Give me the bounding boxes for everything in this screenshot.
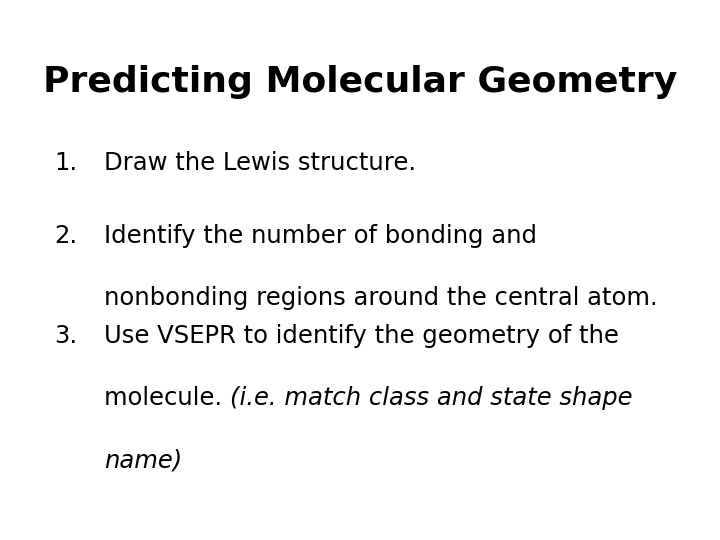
Text: nonbonding regions around the central atom.: nonbonding regions around the central at… bbox=[104, 286, 658, 310]
Text: Use VSEPR to identify the geometry of the: Use VSEPR to identify the geometry of th… bbox=[104, 324, 619, 348]
Text: molecule.: molecule. bbox=[104, 386, 230, 410]
Text: 2.: 2. bbox=[54, 224, 77, 248]
Text: 3.: 3. bbox=[54, 324, 77, 348]
Text: Draw the Lewis structure.: Draw the Lewis structure. bbox=[104, 151, 417, 175]
Text: Identify the number of bonding and: Identify the number of bonding and bbox=[104, 224, 537, 248]
Text: (i.e. match class and state shape: (i.e. match class and state shape bbox=[230, 386, 633, 410]
Text: name): name) bbox=[104, 448, 183, 472]
Text: 1.: 1. bbox=[54, 151, 77, 175]
Text: Predicting Molecular Geometry: Predicting Molecular Geometry bbox=[43, 65, 677, 99]
